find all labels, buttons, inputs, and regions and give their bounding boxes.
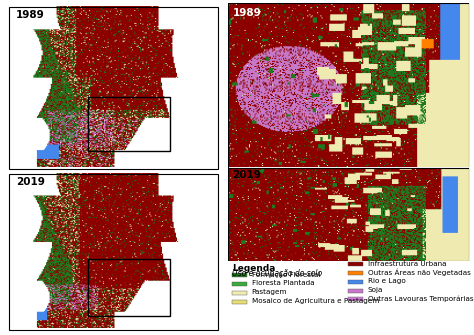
Bar <box>348 288 363 293</box>
Text: 2019: 2019 <box>232 170 261 180</box>
Text: Mosaico de Agricultura e Pastagem: Mosaico de Agricultura e Pastagem <box>252 298 379 304</box>
Bar <box>348 271 363 275</box>
Text: Rio e Lago: Rio e Lago <box>368 278 405 284</box>
Text: Soja: Soja <box>368 287 383 293</box>
Text: Legenda: Legenda <box>232 264 276 272</box>
Text: 2019: 2019 <box>16 177 45 187</box>
Bar <box>88 259 171 316</box>
Bar <box>232 273 247 277</box>
Text: Pastagem: Pastagem <box>252 289 287 295</box>
Text: 1989: 1989 <box>16 10 45 20</box>
Text: Outras Lavouras Temporárias: Outras Lavouras Temporárias <box>368 295 474 302</box>
Bar <box>232 299 247 304</box>
Bar <box>232 291 247 295</box>
Text: Floresta Plantada: Floresta Plantada <box>252 280 314 286</box>
Bar <box>348 280 363 284</box>
Text: Infraestrutura Urbana: Infraestrutura Urbana <box>368 261 446 267</box>
Bar <box>232 282 247 286</box>
Bar <box>348 297 363 302</box>
Bar <box>88 97 171 151</box>
Text: Outras Áreas não Vegetadas: Outras Áreas não Vegetadas <box>368 269 471 276</box>
Text: Formação Florestal: Formação Florestal <box>252 272 320 278</box>
Bar <box>348 262 363 266</box>
Text: 1989: 1989 <box>232 8 261 18</box>
Text: Uso e ocupação do solo: Uso e ocupação do solo <box>232 269 322 278</box>
